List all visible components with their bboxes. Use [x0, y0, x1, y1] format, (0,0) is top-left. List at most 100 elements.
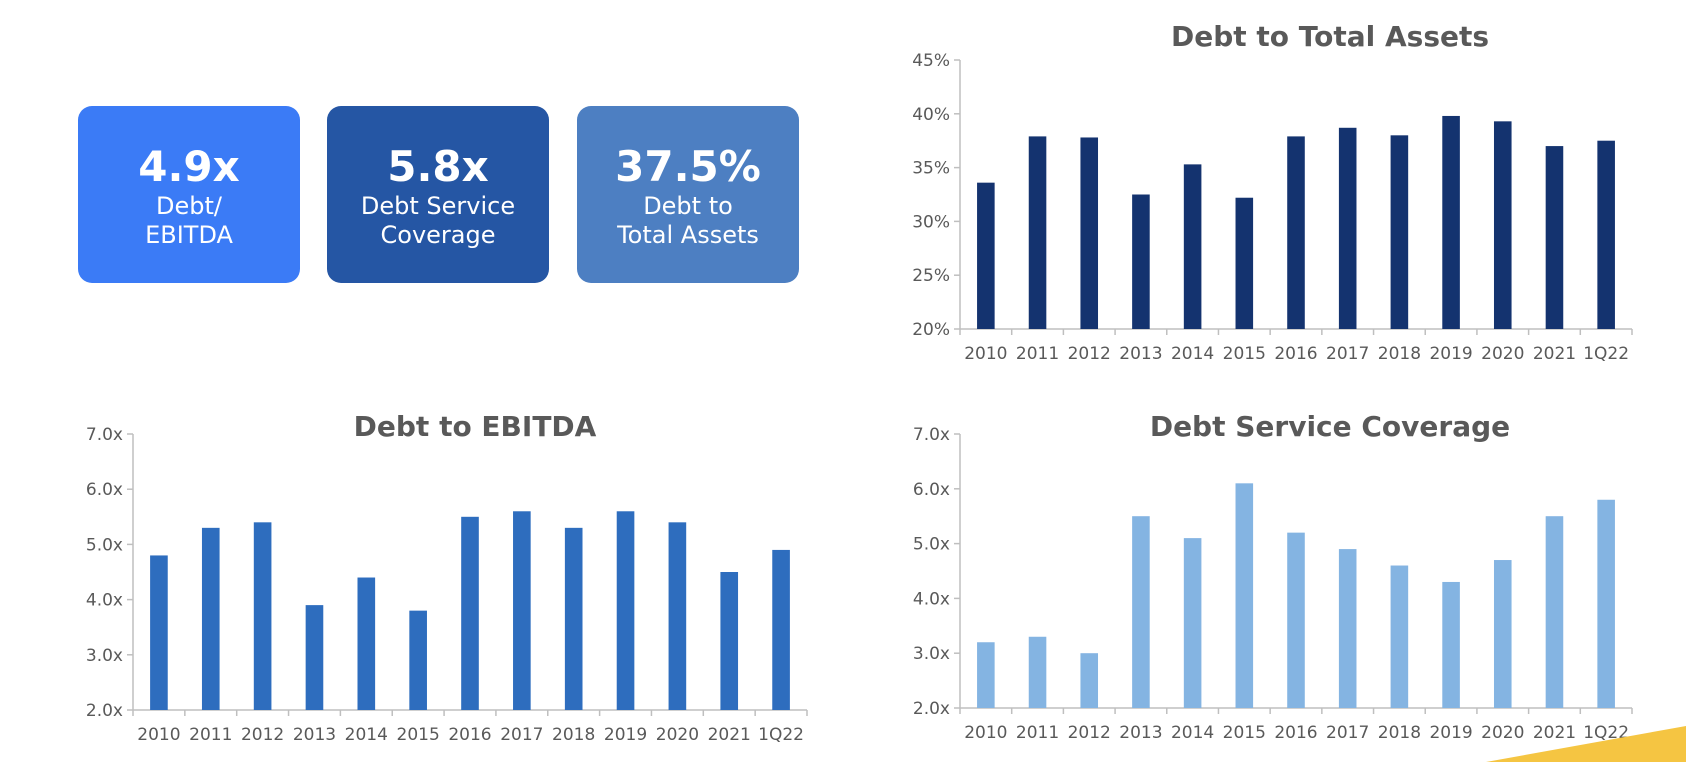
y-tick-label: 5.0x — [86, 535, 123, 555]
kpi-debt-ebitda: 4.9x Debt/ EBITDA — [78, 106, 300, 283]
kpi-debt-to-total-assets: 37.5% Debt to Total Assets — [577, 106, 799, 283]
kpi-label: Debt Service Coverage — [327, 192, 549, 250]
x-tick-label: 2012 — [241, 725, 284, 745]
x-tick-label: 1Q22 — [1583, 723, 1629, 743]
y-tick-label: 2.0x — [913, 699, 950, 719]
x-tick-label: 2013 — [1119, 344, 1162, 364]
bar — [1545, 146, 1564, 329]
corner-accent-shape — [1486, 726, 1686, 762]
x-tick-label: 2015 — [397, 725, 440, 745]
bar — [409, 610, 427, 710]
bar — [201, 527, 220, 710]
bar — [1080, 137, 1099, 329]
bar — [150, 555, 168, 710]
chart-title: Debt to Total Assets — [1170, 20, 1490, 53]
bar — [1597, 499, 1615, 708]
bar — [1390, 135, 1409, 329]
y-tick-label: 7.0x — [913, 425, 950, 445]
chart-svg: 2.0x 3.0x 4.0x 5.0x 6.0x 7.0x 2010 2011 2012 2013… — [86, 425, 808, 745]
x-tick-label: 2016 — [448, 725, 491, 745]
x-tick-label: 2019 — [1429, 344, 1472, 364]
x-tick-label: 2012 — [1068, 723, 1111, 743]
x-tick-label: 2018 — [1378, 723, 1421, 743]
bar — [977, 182, 995, 329]
bar — [1493, 121, 1512, 329]
y-tick-label: 2.0x — [86, 701, 123, 721]
chart-debt-to-ebitda: Debt to EBITDA 2.0x 3.0x 4.0x 5.0x 6.0x 7.0x 2… — [65, 408, 825, 758]
kpi-value: 5.8x — [387, 142, 489, 191]
bar — [1080, 653, 1099, 708]
bar — [1597, 140, 1615, 329]
x-tick-label: 2010 — [964, 723, 1007, 743]
bar — [1132, 194, 1150, 329]
corner-accent — [1486, 726, 1686, 762]
kpi-label-line2: Coverage — [380, 220, 496, 249]
bar — [461, 516, 479, 710]
bar — [720, 572, 739, 710]
chart-svg: 20% 25% 30% 35% 40% 45% 2010 2011 2012 2013 2014 20… — [912, 51, 1633, 364]
bar — [1287, 532, 1305, 708]
bar — [1442, 115, 1460, 330]
x-tick-label: 2014 — [345, 725, 388, 745]
x-tick-label: 2019 — [604, 725, 647, 745]
kpi-value: 4.9x — [138, 142, 240, 191]
x-tick-label: 2020 — [1481, 344, 1524, 364]
y-tick-label: 25% — [912, 266, 950, 286]
y-tick-label: 6.0x — [86, 480, 123, 500]
kpi-label: Debt to Total Assets — [577, 192, 799, 250]
chart-title: Debt to EBITDA — [353, 410, 597, 443]
x-tick-label: 1Q22 — [1583, 344, 1629, 364]
bar — [1028, 636, 1047, 708]
bar — [305, 605, 324, 710]
bar — [513, 511, 531, 710]
kpi-value: 37.5% — [615, 142, 761, 191]
chart-svg: 2.0x 3.0x 4.0x 5.0x 6.0x 7.0x 2010 2011 2012 2013… — [913, 425, 1633, 743]
bar — [1338, 127, 1357, 330]
kpi-label: Debt/ EBITDA — [78, 192, 300, 250]
x-tick-label: 1Q22 — [758, 725, 804, 745]
bar — [616, 511, 635, 710]
kpi-label-line2: Total Assets — [617, 220, 759, 249]
y-tick-label: 4.0x — [86, 591, 123, 611]
bar — [1442, 581, 1460, 708]
x-tick-label: 2015 — [1223, 344, 1266, 364]
bar — [668, 522, 687, 710]
x-tick-label: 2021 — [1533, 723, 1576, 743]
y-tick-label: 30% — [912, 212, 950, 232]
x-tick-label: 2019 — [1429, 723, 1472, 743]
y-tick-label: 7.0x — [86, 425, 123, 445]
x-tick-label: 2013 — [1119, 723, 1162, 743]
kpi-label-line1: Debt Service — [360, 192, 516, 221]
bar — [1390, 565, 1409, 708]
bar — [1235, 483, 1254, 708]
bar — [1493, 560, 1512, 708]
bar — [1183, 538, 1202, 708]
kpi-debt-service-coverage: 5.8x Debt Service Coverage — [327, 106, 549, 283]
y-tick-label: 5.0x — [913, 535, 950, 555]
bar — [772, 549, 790, 710]
bar — [1287, 136, 1305, 329]
bar — [1338, 549, 1357, 708]
x-tick-label: 2011 — [1016, 344, 1059, 364]
y-tick-label: 6.0x — [913, 480, 950, 500]
x-tick-label: 2021 — [1533, 344, 1576, 364]
chart-debt-service-coverage: Debt Service Coverage 2.0x 3.0x 4.0x 5.0x 6.… — [890, 408, 1650, 758]
x-tick-label: 2014 — [1171, 344, 1214, 364]
y-tick-label: 4.0x — [913, 589, 950, 609]
x-tick-label: 2012 — [1068, 344, 1111, 364]
kpi-label-line1: Debt/ — [156, 192, 222, 221]
x-tick-label: 2013 — [293, 725, 336, 745]
x-tick-label: 2018 — [552, 725, 595, 745]
x-tick-label: 2010 — [137, 725, 180, 745]
bar — [1028, 136, 1047, 329]
bar — [1132, 516, 1150, 708]
bar — [1183, 164, 1202, 329]
x-tick-label: 2010 — [964, 344, 1007, 364]
bar — [1235, 197, 1254, 329]
y-tick-label: 3.0x — [86, 646, 123, 666]
bar — [357, 577, 376, 710]
kpi-label-line1: Debt to — [643, 192, 733, 221]
x-tick-label: 2020 — [1481, 723, 1524, 743]
x-tick-label: 2020 — [656, 725, 699, 745]
x-tick-label: 2014 — [1171, 723, 1214, 743]
